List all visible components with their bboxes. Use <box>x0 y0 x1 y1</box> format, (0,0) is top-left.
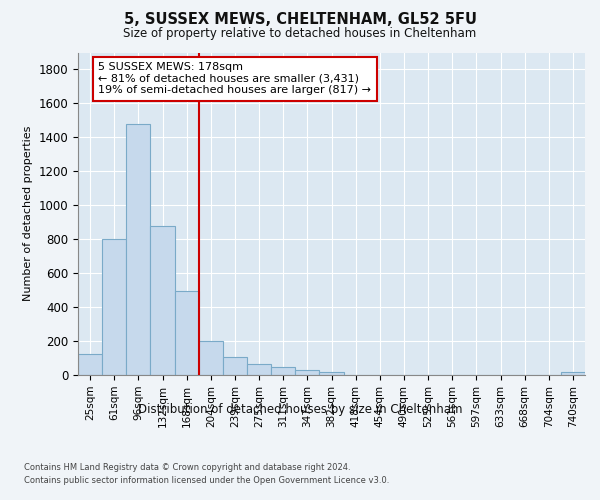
Bar <box>271 368 295 375</box>
Text: Size of property relative to detached houses in Cheltenham: Size of property relative to detached ho… <box>124 28 476 40</box>
Bar <box>561 372 585 375</box>
Text: Contains public sector information licensed under the Open Government Licence v3: Contains public sector information licen… <box>24 476 389 485</box>
Text: Distribution of detached houses by size in Cheltenham: Distribution of detached houses by size … <box>138 402 462 415</box>
Bar <box>247 364 271 375</box>
Bar <box>102 239 126 375</box>
Bar <box>319 372 344 375</box>
Bar <box>78 354 102 375</box>
Bar <box>151 226 175 375</box>
Bar <box>199 341 223 375</box>
Bar <box>295 370 319 375</box>
Text: 5 SUSSEX MEWS: 178sqm
← 81% of detached houses are smaller (3,431)
19% of semi-d: 5 SUSSEX MEWS: 178sqm ← 81% of detached … <box>98 62 371 96</box>
Bar <box>223 357 247 375</box>
Text: 5, SUSSEX MEWS, CHELTENHAM, GL52 5FU: 5, SUSSEX MEWS, CHELTENHAM, GL52 5FU <box>124 12 476 28</box>
Text: Contains HM Land Registry data © Crown copyright and database right 2024.: Contains HM Land Registry data © Crown c… <box>24 462 350 471</box>
Bar <box>175 291 199 375</box>
Bar <box>126 124 151 375</box>
Y-axis label: Number of detached properties: Number of detached properties <box>23 126 33 302</box>
